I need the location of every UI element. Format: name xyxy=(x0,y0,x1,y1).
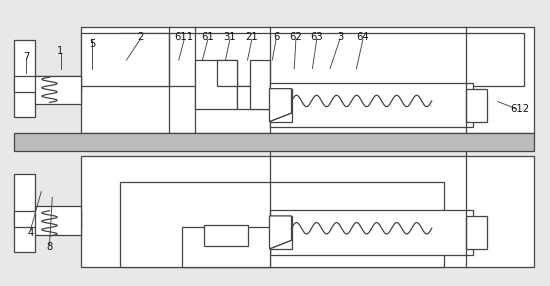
Bar xyxy=(14,40,35,117)
Bar xyxy=(120,182,444,267)
Text: 5: 5 xyxy=(89,39,96,49)
Bar xyxy=(120,33,524,86)
Text: 21: 21 xyxy=(245,32,258,42)
Text: 31: 31 xyxy=(224,32,236,42)
Text: 611: 611 xyxy=(175,32,194,42)
Bar xyxy=(270,89,292,122)
Bar xyxy=(466,89,487,122)
Bar xyxy=(81,156,534,267)
Bar xyxy=(182,227,270,267)
Bar xyxy=(236,86,270,109)
Bar xyxy=(14,174,35,252)
Text: 8: 8 xyxy=(46,243,53,252)
Bar xyxy=(81,27,534,133)
Text: 62: 62 xyxy=(289,32,302,42)
Text: 7: 7 xyxy=(23,52,30,62)
Bar xyxy=(217,60,236,86)
Text: 612: 612 xyxy=(510,104,529,114)
Bar xyxy=(35,76,81,104)
Bar xyxy=(14,76,81,92)
Bar xyxy=(35,206,81,235)
Bar xyxy=(270,210,473,255)
Bar xyxy=(81,33,169,86)
Polygon shape xyxy=(270,89,292,122)
Text: 61: 61 xyxy=(201,32,214,42)
Polygon shape xyxy=(270,216,292,249)
Text: 6: 6 xyxy=(273,32,279,42)
Text: 64: 64 xyxy=(357,32,369,42)
Text: 2: 2 xyxy=(137,32,144,42)
Text: 1: 1 xyxy=(57,47,64,56)
Bar xyxy=(14,211,81,227)
Bar xyxy=(195,60,236,109)
Bar xyxy=(270,216,292,249)
Bar xyxy=(466,216,487,249)
Bar xyxy=(14,133,534,151)
Bar xyxy=(270,83,473,127)
Text: 63: 63 xyxy=(311,32,323,42)
Text: 3: 3 xyxy=(337,32,343,42)
Bar xyxy=(204,225,248,246)
Bar xyxy=(250,60,270,109)
Text: 4: 4 xyxy=(27,228,34,238)
